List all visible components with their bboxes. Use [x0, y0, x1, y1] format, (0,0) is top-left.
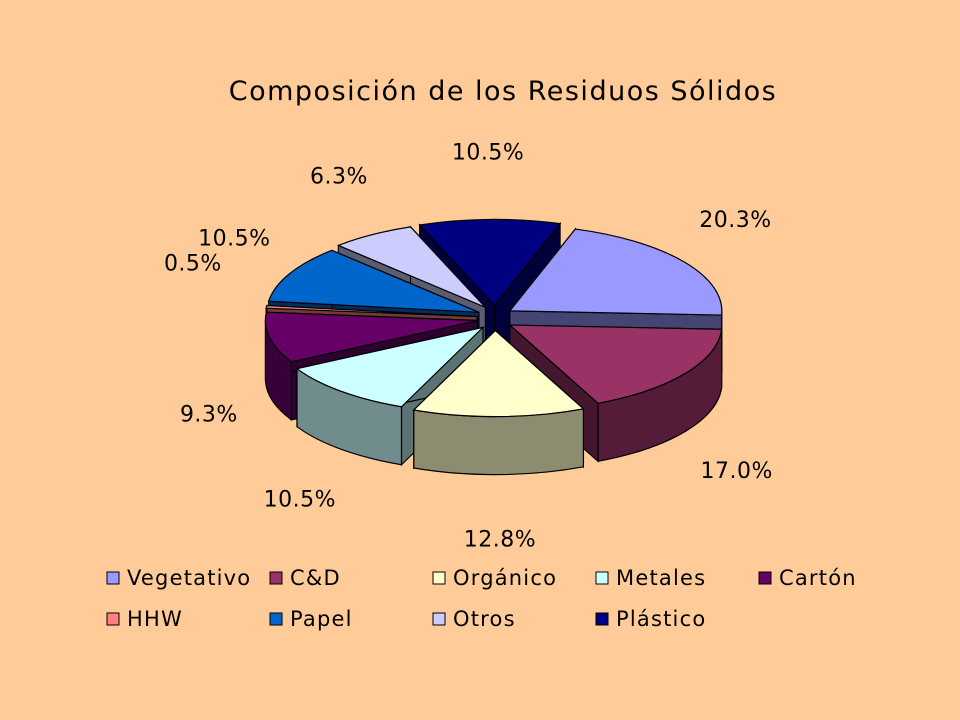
- data-label: 17.0%: [701, 459, 773, 484]
- legend-label: Otros: [453, 607, 516, 631]
- legend-label: Vegetativo: [127, 566, 251, 590]
- chart-title: Composición de los Residuos Sólidos: [229, 76, 778, 107]
- legend-swatch: [269, 571, 283, 585]
- legend-swatch: [269, 612, 283, 626]
- legend-box: [88, 553, 894, 643]
- legend-label: C&D: [290, 566, 341, 590]
- legend-swatch: [758, 571, 772, 585]
- legend-item: Cartón: [758, 566, 857, 590]
- legend-label: Papel: [290, 607, 353, 631]
- pie-slice-3: [412, 329, 585, 476]
- data-label: 0.5%: [164, 251, 222, 276]
- legend-swatch: [595, 571, 609, 585]
- legend-item: Orgánico: [432, 566, 557, 590]
- pie-area: [264, 218, 723, 476]
- data-label: 10.5%: [452, 140, 524, 165]
- legend-item: HHW: [106, 607, 183, 631]
- legend-item: Vegetativo: [106, 566, 251, 590]
- legend-swatch: [432, 612, 446, 626]
- data-label: 10.5%: [264, 488, 336, 513]
- legend-label: Orgánico: [453, 566, 557, 590]
- legend-swatch: [595, 612, 609, 626]
- legend-item: Plástico: [595, 607, 706, 631]
- data-label: 10.5%: [198, 227, 270, 252]
- legend-swatch: [106, 612, 120, 626]
- legend-label: HHW: [127, 607, 183, 631]
- legend-item: C&D: [269, 566, 341, 590]
- legend-label: Cartón: [779, 566, 857, 590]
- data-label: 6.3%: [310, 165, 368, 190]
- legend-item: Otros: [432, 607, 516, 631]
- data-label: 20.3%: [699, 208, 771, 233]
- legend: Vegetativo C&D Orgánico Metales Cartón HHW Pap…: [88, 553, 894, 643]
- legend-item: Papel: [269, 607, 353, 631]
- legend-item: Metales: [595, 566, 706, 590]
- legend-swatch: [432, 571, 446, 585]
- data-labels: 20.3%17.0%12.8%10.5%9.3%0.5%10.5%6.3%10.…: [164, 140, 773, 553]
- legend-label: Metales: [616, 566, 706, 590]
- data-label: 9.3%: [180, 402, 238, 427]
- data-label: 12.8%: [464, 528, 536, 553]
- legend-swatch: [106, 571, 120, 585]
- legend-label: Plástico: [616, 607, 706, 631]
